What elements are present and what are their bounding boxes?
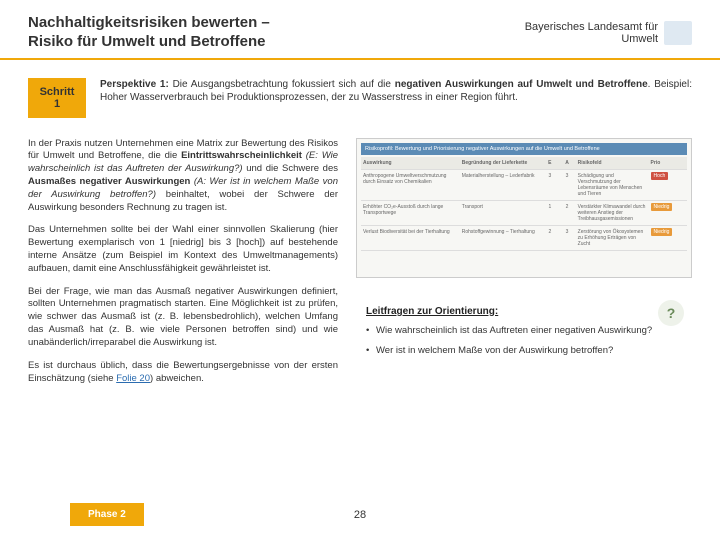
org-logo bbox=[664, 21, 692, 45]
para-2: Das Unternehmen sollte bei der Wahl eine… bbox=[28, 224, 338, 275]
guide-q2: Wer ist in welchem Maße von der Auswirku… bbox=[366, 345, 682, 358]
perspective-text: Perspektive 1: Die Ausgangsbetrachtung f… bbox=[100, 78, 692, 118]
perspective-bold-2: negativen Auswirkungen auf Umwelt und Be… bbox=[395, 79, 648, 90]
org-line-1: Bayerisches Landesamt für bbox=[525, 21, 658, 33]
organization: Bayerisches Landesamt für Umwelt bbox=[525, 14, 692, 52]
p1b: Eintrittswahrscheinlichkeit bbox=[181, 150, 302, 161]
matrix-row: Erhöhter CO₂e-Ausstoß durch lange Transp… bbox=[361, 201, 687, 226]
perspective-bold-1: Perspektive 1: bbox=[100, 79, 169, 90]
para-4: Es ist durchaus üblich, dass die Bewertu… bbox=[28, 360, 338, 386]
title-line-2: Risiko für Umwelt und Betroffene bbox=[28, 33, 266, 50]
guide-q1: Wie wahrscheinlich ist das Auftreten ein… bbox=[366, 325, 682, 338]
matrix-row: Verlust Biodiversität bei der Tierhaltun… bbox=[361, 226, 687, 251]
footer: Phase 2 28 bbox=[0, 503, 720, 526]
th-c1: Auswirkung bbox=[361, 160, 460, 166]
slide-link[interactable]: Folie 20 bbox=[116, 373, 150, 384]
header: Nachhaltigkeitsrisiken bewerten – Risiko… bbox=[0, 0, 720, 60]
th-c3: E bbox=[541, 160, 558, 166]
p1e: Ausmaßes negativer Auswirkungen bbox=[28, 176, 190, 187]
para-1: In der Praxis nutzen Unternehmen eine Ma… bbox=[28, 138, 338, 215]
para-3: Bei der Frage, wie man das Ausmaß negati… bbox=[28, 286, 338, 350]
risk-matrix: Risikoprofil: Bewertung und Priorisierun… bbox=[356, 138, 692, 278]
matrix-head-row: Auswirkung Begründung der Lieferkette E … bbox=[361, 157, 687, 170]
th-c5: Risikofeld bbox=[576, 160, 649, 166]
matrix-title: Risikoprofil: Bewertung und Priorisierun… bbox=[361, 143, 687, 155]
guide-list: Wie wahrscheinlich ist das Auftreten ein… bbox=[366, 325, 682, 359]
content: In der Praxis nutzen Unternehmen eine Ma… bbox=[0, 130, 720, 396]
perspective-t1: Die Ausgangsbetrachtung fokussiert sich … bbox=[169, 79, 395, 90]
title-line-1: Nachhaltigkeitsrisiken bewerten – bbox=[28, 14, 270, 31]
step-badge: Schritt 1 bbox=[28, 78, 86, 118]
left-column: In der Praxis nutzen Unternehmen eine Ma… bbox=[28, 138, 338, 396]
guide-title: Leitfragen zur Orientierung: bbox=[366, 306, 682, 317]
matrix-body: Anthropogene Umweltverschmutzung durch E… bbox=[361, 170, 687, 251]
page-title: Nachhaltigkeitsrisiken bewerten – Risiko… bbox=[28, 14, 270, 52]
org-line-2: Umwelt bbox=[621, 33, 658, 45]
page-number: 28 bbox=[354, 509, 366, 521]
phase-button[interactable]: Phase 2 bbox=[70, 503, 144, 526]
p4b: ) abweichen. bbox=[150, 373, 204, 384]
th-c4: A bbox=[558, 160, 575, 166]
perspective-block: Schritt 1 Perspektive 1: Die Ausgangsbet… bbox=[28, 78, 692, 118]
right-column: Risikoprofil: Bewertung und Priorisierun… bbox=[356, 138, 692, 396]
guide-box: ? Leitfragen zur Orientierung: Wie wahrs… bbox=[356, 298, 692, 375]
th-c6: Prio bbox=[649, 160, 687, 166]
th-c2: Begründung der Lieferkette bbox=[460, 160, 542, 166]
org-text: Bayerisches Landesamt für Umwelt bbox=[525, 21, 658, 45]
p1d: und die Schwere des bbox=[243, 163, 338, 174]
matrix-row: Anthropogene Umweltverschmutzung durch E… bbox=[361, 170, 687, 201]
question-icon: ? bbox=[658, 300, 684, 326]
